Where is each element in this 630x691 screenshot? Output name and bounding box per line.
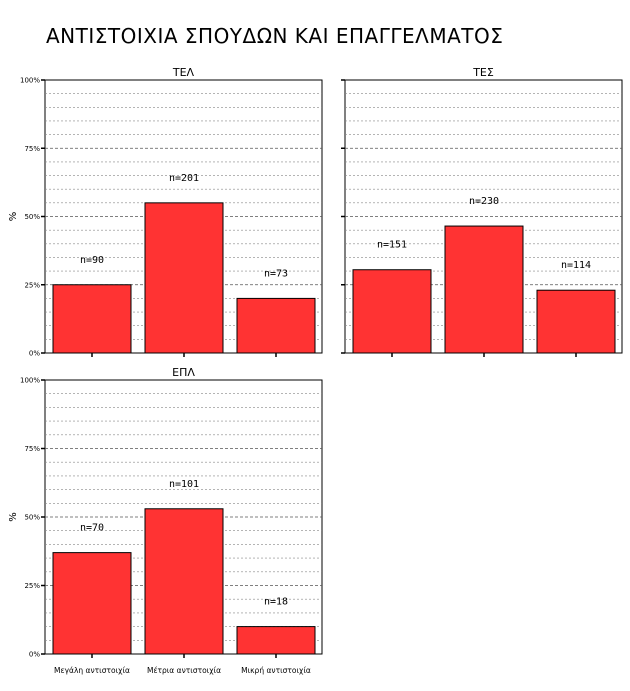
- data-label: n=18: [264, 597, 288, 608]
- category-label: Μεγάλη αντιστοιχία: [54, 666, 130, 675]
- bar: [52, 284, 132, 354]
- y-axis-label: %: [8, 212, 19, 222]
- category-label: Μικρή αντιστοιχία: [241, 666, 311, 675]
- data-label: n=101: [169, 479, 199, 490]
- data-label: n=230: [469, 196, 499, 207]
- y-tick-label: 75%: [24, 145, 40, 153]
- y-tick-label: 75%: [24, 445, 40, 453]
- bar: [144, 202, 224, 354]
- y-tick-label: 25%: [24, 281, 40, 289]
- data-label: n=73: [264, 268, 288, 279]
- data-label: n=90: [80, 255, 104, 266]
- bar: [352, 269, 432, 354]
- chart-main-title: ΑΝΤΙΣΤΟΙΧΙΑ ΣΠΟΥΔΩΝ ΚΑΙ ΕΠΑΓΓΕΛΜΑΤΟΣ: [46, 24, 504, 48]
- y-tick-label: 100%: [20, 377, 40, 385]
- data-label: n=151: [377, 240, 407, 251]
- bar: [236, 626, 316, 655]
- panel-2: ΤΕΣ n=151 n=230 n=114: [341, 66, 623, 357]
- y-axis-label: %: [8, 512, 19, 522]
- data-label: n=70: [80, 523, 104, 534]
- y-tick-label: 50%: [24, 514, 40, 522]
- bar: [144, 508, 224, 655]
- bar: [444, 225, 524, 354]
- bar: [52, 552, 132, 655]
- panel-3: 0% 25% 50% 75% 100%% ΕΠΛ n=70 Μεγάλη αντιστοιχί…: [8, 366, 323, 675]
- panel-title: ΕΠΛ: [172, 366, 195, 379]
- y-tick-label: 0%: [29, 651, 40, 659]
- bar: [236, 297, 316, 354]
- category-label: Μέτρια αντιστοιχία: [147, 666, 221, 675]
- panel-title: ΤΕΛ: [172, 66, 195, 79]
- bar: [536, 289, 616, 354]
- data-label: n=114: [561, 260, 591, 271]
- panel-title: ΤΕΣ: [472, 66, 494, 79]
- y-tick-label: 25%: [24, 582, 40, 590]
- data-label: n=201: [169, 173, 199, 184]
- y-tick-label: 0%: [29, 350, 40, 358]
- panel-1: 0% 25% 50% 75% 100%% ΤΕΛ n=90 n=201 n=73: [8, 66, 323, 358]
- y-tick-label: 50%: [24, 213, 40, 221]
- y-tick-label: 100%: [20, 77, 40, 85]
